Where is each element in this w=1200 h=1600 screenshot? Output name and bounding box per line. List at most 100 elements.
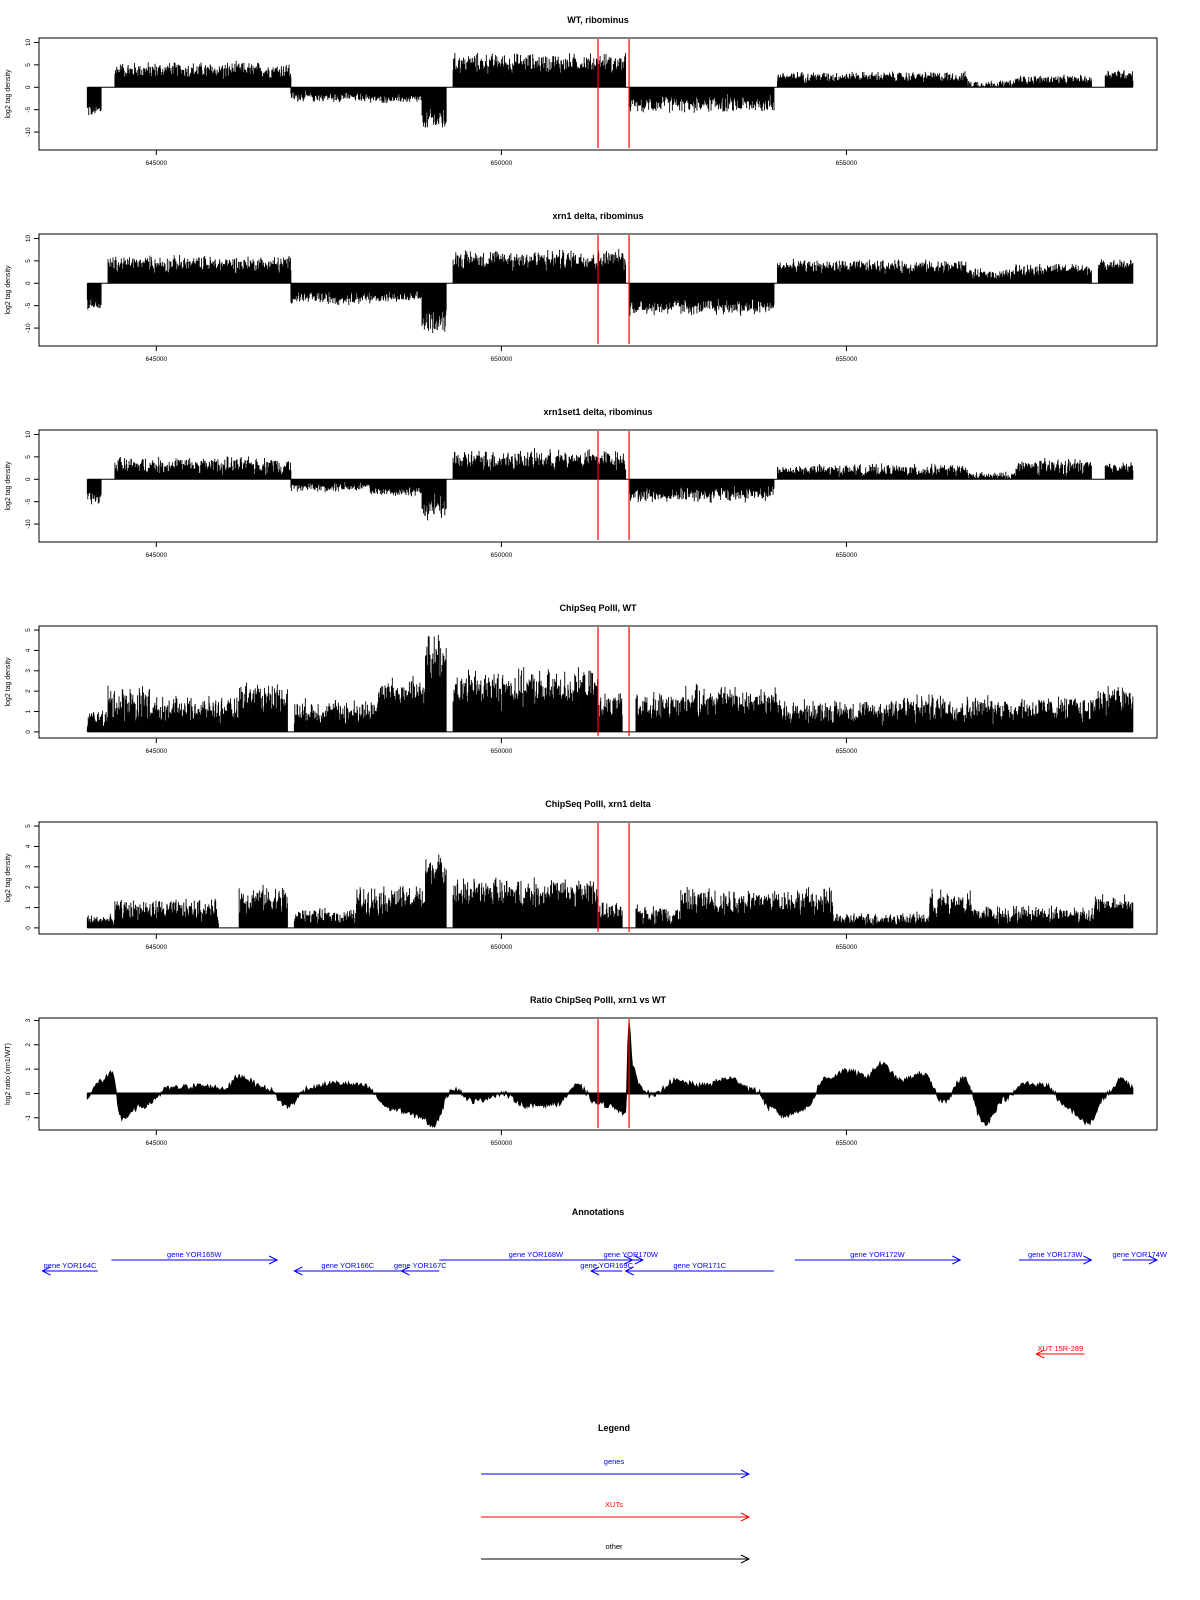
density-bars xyxy=(290,87,371,103)
y-tick-label: 1 xyxy=(25,1067,32,1071)
legend-item: other xyxy=(481,1542,751,1564)
legend-item: genes xyxy=(481,1457,751,1479)
y-tick-label: 4 xyxy=(25,648,32,652)
density-bars xyxy=(928,888,972,928)
data-segment xyxy=(597,693,623,732)
data-segment xyxy=(1094,894,1134,928)
data-segment xyxy=(1104,462,1134,480)
density-bars xyxy=(114,456,292,480)
data-segment xyxy=(86,913,116,928)
y-tick-label: 5 xyxy=(25,63,32,67)
x-tick-label: 655000 xyxy=(836,552,858,559)
data-segment xyxy=(421,479,447,521)
density-bars xyxy=(452,877,599,928)
legend-arrowhead xyxy=(740,1469,751,1479)
density-bars xyxy=(452,248,627,284)
density-bars xyxy=(776,699,889,732)
x-tick-label: 645000 xyxy=(145,160,167,167)
y-tick-label: 1 xyxy=(25,905,32,909)
gene-label: gene YOR174W xyxy=(1113,1250,1168,1259)
density-bars xyxy=(966,268,1016,284)
feature-arrowhead xyxy=(624,1266,634,1276)
plot-frame xyxy=(38,821,1158,935)
density-bars xyxy=(1104,462,1134,480)
legend-label: genes xyxy=(604,1457,625,1466)
panel-title: ChipSeq PolII, WT xyxy=(560,603,637,613)
data-segment xyxy=(887,694,951,732)
gene-label: gene YOR170W xyxy=(604,1250,659,1259)
data-segment xyxy=(635,904,682,928)
y-tick-label: 2 xyxy=(25,689,32,693)
data-segment xyxy=(238,884,288,928)
annotations-title: Annotations xyxy=(572,1207,625,1217)
density-bars xyxy=(86,710,109,732)
gene-feature: gene YOR172W xyxy=(794,1250,962,1265)
gene-label: gene YOR168W xyxy=(509,1250,564,1259)
data-segment xyxy=(425,634,447,732)
legend-arrowhead xyxy=(740,1554,751,1564)
y-tick-label: 0 xyxy=(25,85,32,89)
data-segment xyxy=(369,87,423,104)
y-tick-label: 3 xyxy=(25,669,32,673)
density-bars xyxy=(369,283,423,302)
gene-feature: gene YOR173W xyxy=(1018,1250,1093,1265)
density-bars xyxy=(86,479,102,505)
y-tick-label: 2 xyxy=(25,885,32,889)
data-segment xyxy=(107,685,150,732)
density-bars xyxy=(680,887,834,928)
gene-label: gene YOR167C xyxy=(394,1261,447,1270)
x-tick-label: 655000 xyxy=(836,160,858,167)
y-axis-label: log2 ratio (xrn1/WT) xyxy=(5,1043,12,1105)
density-bars xyxy=(966,80,1016,88)
y-tick-label: 1 xyxy=(25,709,32,713)
density-bars xyxy=(887,694,951,732)
density-bars xyxy=(776,71,968,88)
x-tick-label: 650000 xyxy=(491,748,513,755)
data-segment xyxy=(86,710,109,732)
plot-frame xyxy=(38,625,1158,739)
data-segment xyxy=(597,902,623,928)
y-axis-label: log2 tag density xyxy=(5,657,12,707)
y-tick-label: 3 xyxy=(25,1018,32,1022)
data-segment xyxy=(776,699,889,732)
data-segment xyxy=(966,471,1016,480)
data-segment xyxy=(290,283,371,306)
density-bars xyxy=(356,886,426,928)
x-tick-label: 645000 xyxy=(145,552,167,559)
gene-label: gene YOR169C xyxy=(580,1261,633,1270)
density-bars xyxy=(290,479,371,493)
y-tick-label: 5 xyxy=(25,259,32,263)
data-segment xyxy=(421,87,447,128)
data-segment xyxy=(369,479,423,497)
density-bars xyxy=(635,904,682,928)
data-segment xyxy=(928,888,972,928)
panel-4: ChipSeq PolII, WT log2 tag density 0 1 2 3 4 5 6… xyxy=(5,603,1158,755)
data-segment xyxy=(86,283,102,310)
density-bars xyxy=(597,693,623,732)
data-segment xyxy=(238,682,288,732)
x-tick-label: 645000 xyxy=(145,1140,167,1147)
density-bars xyxy=(86,283,102,310)
density-bars xyxy=(628,479,775,504)
y-axis-label: log2 tag density xyxy=(5,853,12,903)
y-tick-label: -10 xyxy=(25,127,32,137)
data-segment xyxy=(776,71,968,88)
density-bars xyxy=(776,258,968,284)
gene-feature: gene YOR171C xyxy=(624,1261,774,1276)
y-tick-label: -10 xyxy=(25,519,32,529)
y-tick-label: 0 xyxy=(25,1091,32,1095)
data-segment xyxy=(966,268,1016,284)
data-segment xyxy=(1104,70,1134,88)
feature-arrowhead xyxy=(634,1255,644,1265)
y-tick-label: 2 xyxy=(25,1043,32,1047)
data-segment xyxy=(452,667,599,732)
x-tick-label: 655000 xyxy=(836,356,858,363)
data-segment xyxy=(369,283,423,302)
y-tick-label: 4 xyxy=(25,844,32,848)
x-tick-label: 650000 xyxy=(491,160,513,167)
xut-feature: XUT 15R-289 xyxy=(1035,1344,1085,1359)
y-tick-label: 10 xyxy=(25,430,32,438)
legend-title: Legend xyxy=(598,1423,630,1433)
feature-arrowhead xyxy=(1148,1255,1159,1265)
